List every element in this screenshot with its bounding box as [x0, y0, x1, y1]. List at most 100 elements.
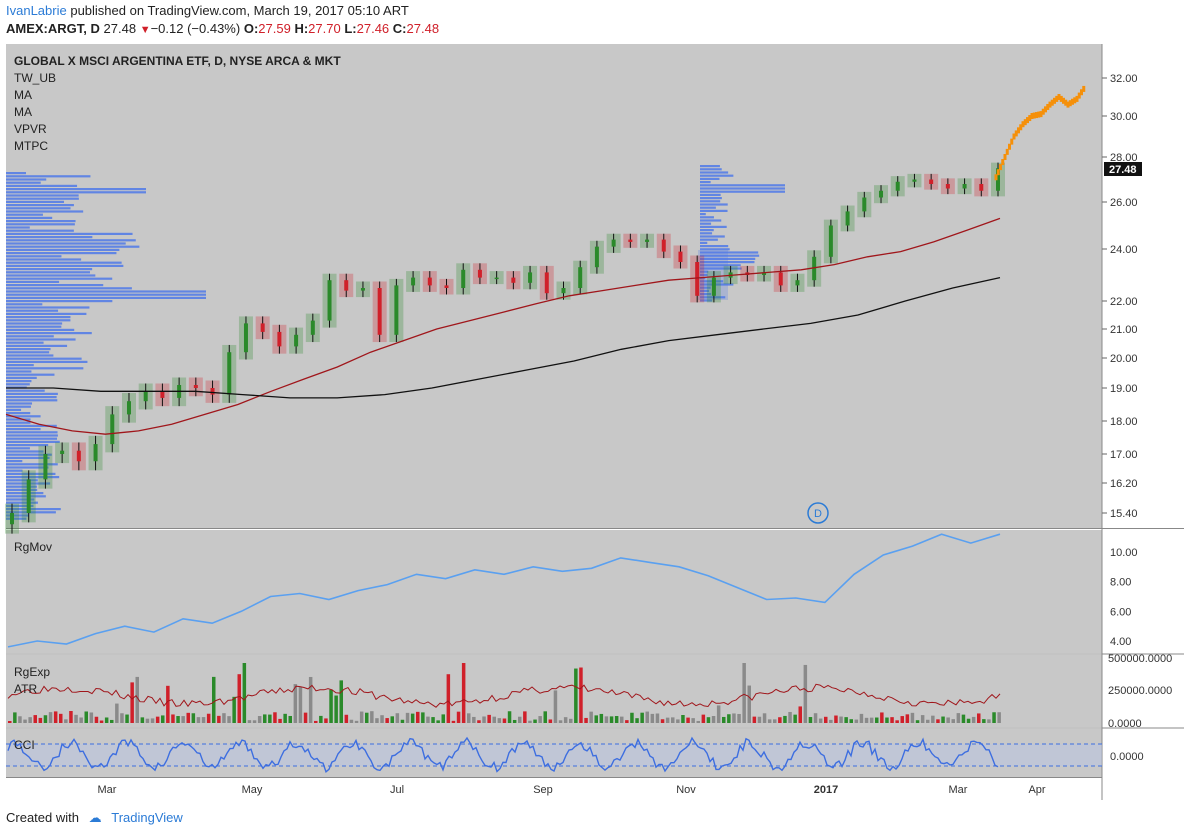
- volume-profile-bar: [6, 300, 113, 303]
- rgexp-bar: [400, 719, 405, 723]
- rgexp-bar: [706, 717, 711, 723]
- volume-profile-bar: [700, 168, 722, 171]
- rgexp-tick-label: 250000.0000: [1108, 685, 1172, 697]
- forecast-mark: [1082, 85, 1086, 92]
- rgexp-bar: [737, 713, 741, 723]
- volume-profile-bar: [6, 245, 140, 248]
- rgexp-bar: [630, 712, 634, 723]
- volume-profile-bar: [6, 293, 206, 296]
- candle-body: [327, 280, 332, 321]
- volume-profile-bar: [700, 203, 728, 206]
- indicator-label: MTPC: [14, 139, 48, 153]
- volume-profile-bar: [6, 328, 75, 331]
- candle-body: [511, 277, 516, 283]
- volume-profile-bar: [6, 207, 71, 210]
- forecast-mark: [996, 169, 1000, 176]
- candle-body: [43, 454, 48, 480]
- rgexp-bar: [956, 713, 961, 723]
- price-pane[interactable]: [6, 44, 1102, 528]
- rgexp-bar: [941, 716, 945, 723]
- ma-fast-line: [5, 217, 1001, 435]
- volume-profile-bar: [6, 210, 84, 213]
- tradingview-link[interactable]: TradingView: [111, 810, 183, 825]
- rgexp-bar: [900, 716, 904, 723]
- change-value: −0.12 (−0.43%): [150, 21, 241, 36]
- volume-profile-bar: [6, 332, 92, 335]
- dividend-marker-icon[interactable]: [807, 502, 829, 524]
- rgexp-bar: [43, 715, 48, 723]
- volume-profile-bar: [6, 284, 104, 287]
- volume-profile-bar: [700, 289, 710, 292]
- price-tick-label: 30.00: [1110, 111, 1138, 123]
- rgexp-bar: [650, 713, 655, 723]
- volume-profile-bar: [6, 408, 22, 411]
- forecast-mark: [1021, 121, 1025, 128]
- rgexp-bar: [140, 717, 145, 723]
- rgexp-bar: [120, 713, 124, 723]
- rgexp-bar: [752, 716, 757, 723]
- volume-profile-bar: [6, 274, 96, 277]
- rgexp-bar: [375, 718, 379, 723]
- rgexp-bar: [405, 712, 410, 723]
- rgmov-pane[interactable]: [6, 530, 1102, 653]
- candle-body: [528, 272, 533, 283]
- rgexp-bar: [905, 714, 910, 723]
- volume-profile-bar: [700, 219, 722, 222]
- candle-body: [193, 385, 198, 388]
- rgexp-bar: [808, 717, 813, 723]
- candle-body: [444, 285, 449, 288]
- rgexp-bar: [788, 711, 792, 723]
- volume-profile-bar: [6, 399, 58, 402]
- candle-body: [110, 414, 115, 445]
- indicator-label: MA: [14, 105, 32, 119]
- rgexp-bar: [492, 716, 496, 723]
- candle-body: [394, 285, 399, 335]
- rgexp-bar: [686, 717, 690, 723]
- author-link[interactable]: IvanLabrie: [6, 3, 67, 18]
- volume-profile-bar: [6, 348, 51, 351]
- rgexp-bar: [951, 719, 955, 723]
- rgexp-bar: [217, 715, 221, 723]
- last-price-tag: [1104, 162, 1142, 176]
- volume-profile-bar: [700, 283, 734, 286]
- rgexp-bar: [849, 719, 853, 723]
- volume-profile-bar: [6, 188, 146, 191]
- rgmov-axis: 4.00 6.00 8.00 10.00: [1110, 547, 1138, 648]
- rgexp-bar: [472, 716, 476, 723]
- volume-profile-bar: [6, 264, 124, 267]
- rgexp-bar: [824, 716, 828, 723]
- volume-profile-bar: [6, 367, 84, 370]
- volume-profile-bar: [6, 325, 62, 328]
- rgexp-bars: [7, 663, 1001, 723]
- volume-profile-bar: [6, 268, 93, 271]
- volume-profile-bar: [6, 306, 90, 309]
- rgexp-bar: [869, 717, 874, 723]
- rgexp-bar: [482, 716, 486, 723]
- volume-profile: [6, 165, 785, 520]
- rgexp-bar: [497, 718, 502, 723]
- candle-body: [929, 179, 934, 184]
- rgexp-bar: [915, 720, 920, 723]
- volume-profile-bar: [6, 376, 37, 379]
- time-tick-label: Nov: [676, 784, 696, 796]
- forecast-mark: [999, 164, 1002, 171]
- candle-body: [227, 352, 232, 395]
- rgexp-bar: [635, 718, 639, 723]
- volume-profile-bar: [6, 296, 206, 299]
- rgexp-bar: [349, 719, 354, 723]
- rgexp-bar: [584, 717, 588, 723]
- volume-profile-bar: [6, 415, 41, 418]
- volume-profile-bar: [6, 460, 23, 463]
- rgexp-bar: [803, 664, 808, 723]
- rgexp-bar: [314, 720, 318, 723]
- forecast-mark: [1044, 106, 1047, 113]
- close-label: C:: [392, 21, 407, 36]
- rgexp-bar: [966, 718, 971, 723]
- rgexp-bar: [671, 717, 675, 723]
- candle-body: [862, 197, 867, 212]
- volume-profile-bar: [6, 479, 38, 482]
- publish-line: IvanLabrie published on TradingView.com,…: [6, 3, 409, 18]
- volume-profile-bar: [700, 235, 725, 238]
- forecast-mark: [1071, 98, 1074, 105]
